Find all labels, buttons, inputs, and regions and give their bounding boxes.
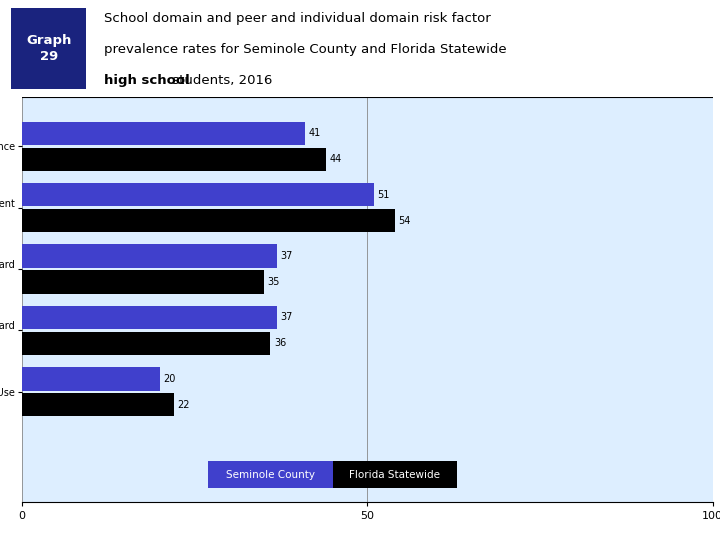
Bar <box>22 367 160 390</box>
Bar <box>22 183 374 206</box>
Text: 22: 22 <box>177 400 189 410</box>
Text: School domain and peer and individual domain risk factor: School domain and peer and individual do… <box>104 12 491 25</box>
Bar <box>22 393 174 416</box>
Text: Graph
29: Graph 29 <box>26 34 72 63</box>
Text: 54: 54 <box>398 215 410 226</box>
Bar <box>22 306 277 329</box>
Text: 37: 37 <box>281 313 293 322</box>
Text: high school: high school <box>104 74 190 87</box>
Bar <box>22 270 264 294</box>
Text: 35: 35 <box>267 277 279 287</box>
Bar <box>11 8 86 90</box>
Text: 41: 41 <box>308 129 320 138</box>
Text: 20: 20 <box>163 374 176 384</box>
Bar <box>208 461 333 488</box>
Text: 51: 51 <box>377 190 390 200</box>
Text: 37: 37 <box>281 251 293 261</box>
Bar <box>22 147 325 171</box>
Bar <box>22 122 305 145</box>
Text: Seminole County: Seminole County <box>226 470 315 480</box>
Bar <box>333 461 457 488</box>
Text: 44: 44 <box>329 154 341 164</box>
Bar <box>22 332 271 355</box>
Bar <box>22 245 277 268</box>
Text: students, 2016: students, 2016 <box>168 74 272 87</box>
Bar <box>22 209 395 232</box>
Text: Florida Statewide: Florida Statewide <box>349 470 441 480</box>
Text: 36: 36 <box>274 338 286 348</box>
Text: prevalence rates for Seminole County and Florida Statewide: prevalence rates for Seminole County and… <box>104 43 507 56</box>
